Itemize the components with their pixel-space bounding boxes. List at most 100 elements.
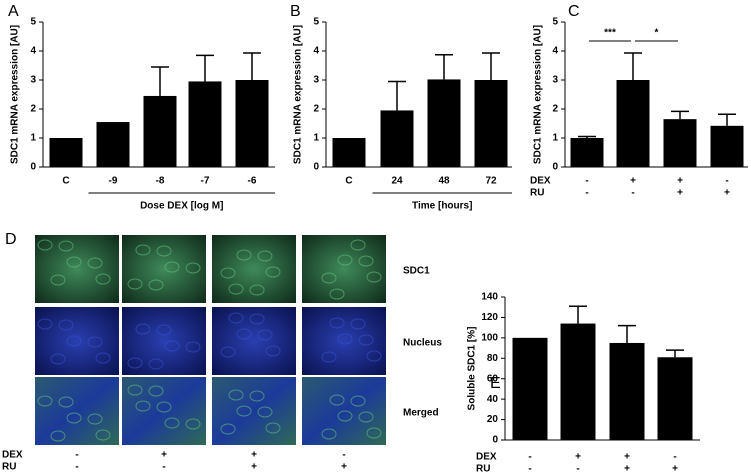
y-tick-label: 80 [487, 353, 499, 364]
treatment-sign: - [528, 452, 531, 463]
error-bar [435, 54, 453, 80]
error-bar [618, 324, 636, 343]
error-bar [671, 110, 689, 120]
error-bar [578, 135, 596, 138]
error-bar [196, 54, 214, 82]
y-axis-label: SDC1 mRNA expression [AU] [533, 25, 544, 164]
y-axis-label: Soluble SDC1 [%] [467, 327, 478, 411]
bar [49, 138, 83, 167]
treatment-sign: + [624, 452, 630, 463]
x-axis-label: Dose DEX [log M] [140, 201, 223, 212]
row-label: Nucleus [403, 338, 442, 349]
y-tick-label: 3 [552, 75, 558, 86]
treatment-sign: + [672, 464, 678, 472]
error-bar [718, 113, 736, 126]
cell [249, 284, 265, 296]
micrograph [212, 377, 296, 445]
y-tick-label: 60 [487, 373, 499, 384]
cell [164, 417, 180, 429]
cell [329, 394, 345, 406]
cell [329, 317, 345, 329]
cell [350, 239, 366, 251]
y-tick-label: 0 [313, 162, 319, 173]
y-tick-label: 3 [313, 75, 319, 86]
cell [50, 353, 66, 365]
cell [228, 389, 244, 401]
y-tick-label: 100 [481, 332, 498, 343]
bar [663, 119, 697, 167]
y-tick-label: 1 [30, 133, 36, 144]
cell [358, 255, 374, 267]
y-tick-label: 4 [313, 46, 319, 57]
cell [249, 313, 265, 325]
bar [657, 357, 693, 440]
cell [236, 328, 252, 340]
cell [58, 240, 74, 252]
bar [427, 79, 461, 167]
cell [257, 250, 273, 262]
y-tick-label: 1 [313, 133, 319, 144]
bar [609, 342, 645, 440]
cell [50, 274, 66, 286]
y-tick-label: 2 [313, 104, 319, 115]
cell [156, 245, 172, 257]
treatment-sign: - [342, 450, 345, 461]
treatment-name: DEX [476, 452, 497, 463]
cell [66, 256, 82, 268]
treatment-name: RU [476, 464, 490, 472]
micrograph [35, 235, 119, 303]
y-tick-label: 2 [552, 104, 558, 115]
cell [366, 271, 382, 283]
cell [220, 346, 236, 358]
cell [236, 249, 252, 261]
cell [156, 324, 172, 336]
treatment-sign: + [251, 462, 257, 472]
cell [265, 422, 281, 434]
bar [710, 125, 744, 167]
bar [570, 138, 604, 167]
cell [37, 239, 53, 251]
y-tick-label: 5 [30, 17, 36, 28]
cell [135, 244, 151, 256]
panel-letter: B [290, 3, 301, 20]
cell [337, 254, 353, 266]
cell [148, 279, 164, 291]
treatment-sign: + [161, 450, 167, 461]
cell [127, 357, 143, 369]
cell [350, 318, 366, 330]
panel-letter: E [490, 375, 501, 392]
row-label: SDC1 [403, 266, 430, 277]
cell [156, 401, 172, 413]
treatment-sign: - [631, 188, 634, 199]
micrograph [35, 377, 119, 445]
cell [95, 273, 111, 285]
panel-letter: A [8, 3, 19, 20]
treatment-sign: - [725, 176, 728, 187]
micrograph [302, 307, 386, 375]
bar [332, 138, 366, 167]
cell [366, 350, 382, 362]
cell [257, 406, 273, 418]
treatment-sign: - [576, 464, 579, 472]
treatment-name: DEX [2, 450, 23, 461]
cell [257, 329, 273, 341]
y-tick-label: 1 [552, 133, 558, 144]
cell [265, 266, 281, 278]
cell [58, 396, 74, 408]
treatment-name: DEX [530, 176, 551, 187]
cell [127, 384, 143, 396]
treatment-sign: + [724, 188, 730, 199]
micrograph [122, 377, 206, 445]
cell [95, 429, 111, 441]
error-bar [569, 305, 587, 324]
panel-letter: D [5, 231, 17, 248]
treatment-sign: + [251, 450, 257, 461]
cell [37, 318, 53, 330]
cell [58, 319, 74, 331]
bar [235, 80, 269, 167]
cell [135, 400, 151, 412]
bar [616, 80, 650, 167]
cell [87, 257, 103, 269]
panel-letter: C [568, 3, 580, 20]
